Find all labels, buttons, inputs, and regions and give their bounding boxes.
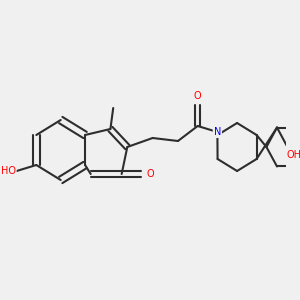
Text: OH: OH [286, 149, 300, 160]
Text: O: O [194, 91, 202, 101]
Text: HO: HO [1, 166, 16, 176]
Text: O: O [146, 169, 154, 179]
Text: N: N [214, 127, 221, 137]
